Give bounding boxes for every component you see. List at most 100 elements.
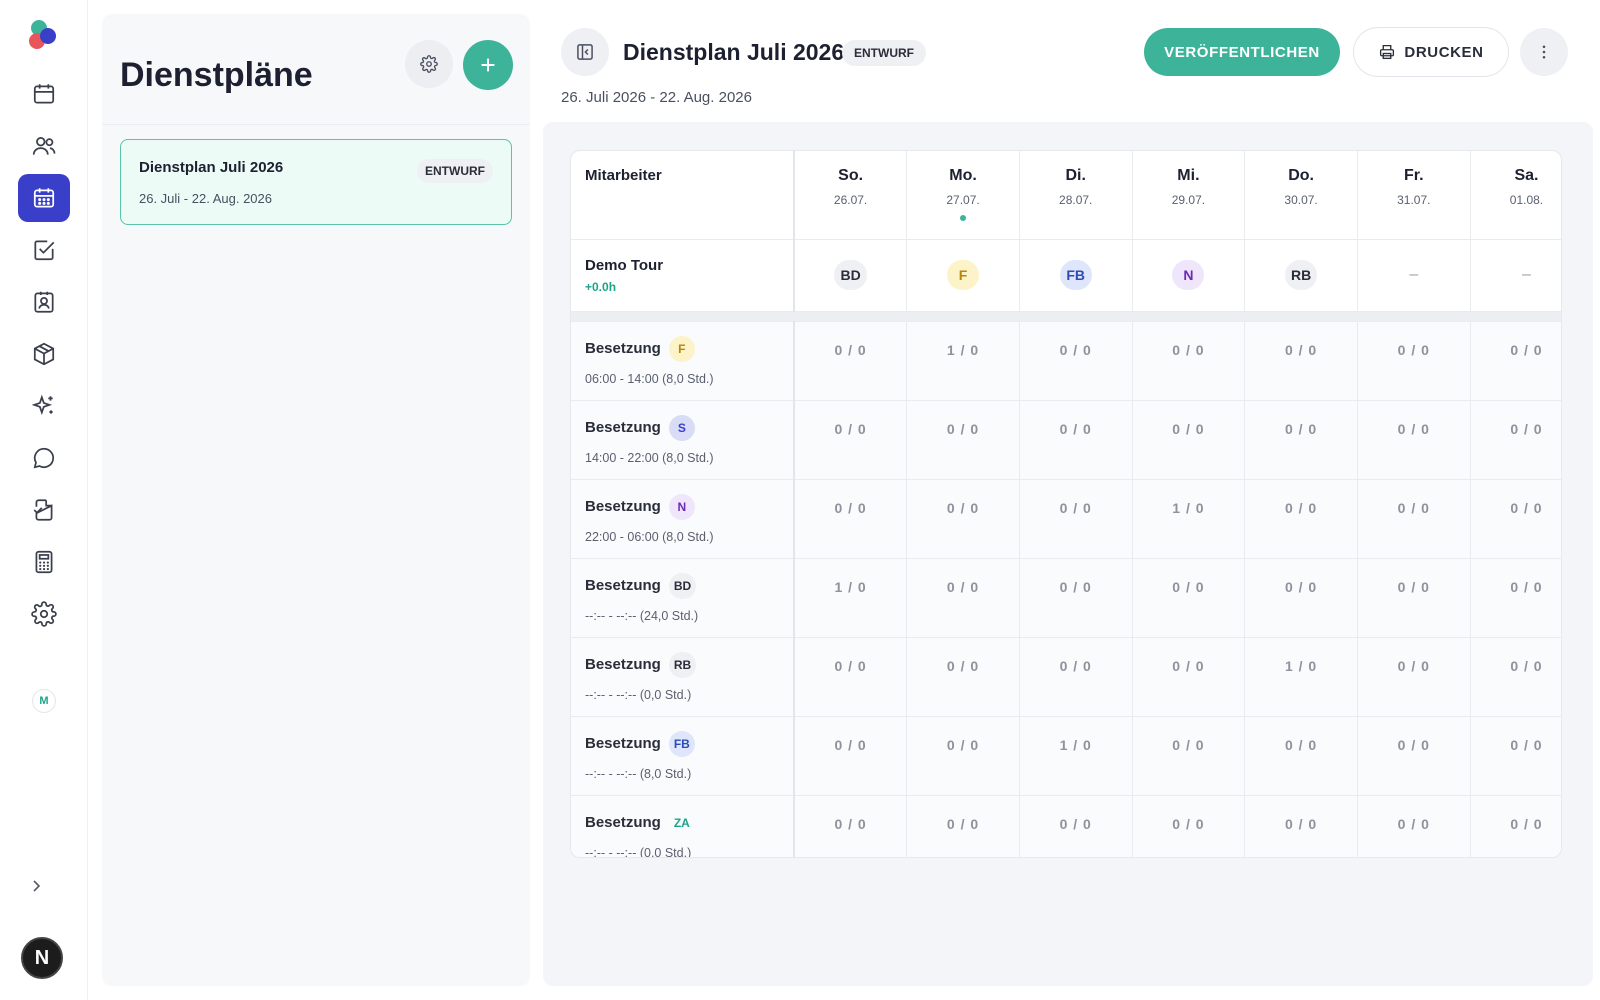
occupancy-value[interactable]: 0 / 0 — [1132, 558, 1246, 638]
occupancy-value[interactable]: 0 / 0 — [1470, 479, 1561, 559]
nav-inventory[interactable] — [18, 330, 70, 378]
more-options-button[interactable] — [1520, 28, 1568, 76]
occupancy-value[interactable]: 0 / 0 — [906, 400, 1020, 480]
document-check-icon — [33, 499, 53, 521]
app-logo[interactable] — [27, 19, 59, 51]
occupancy-value[interactable]: 0 / 0 — [1019, 321, 1133, 401]
nav-contacts[interactable] — [18, 278, 70, 326]
collapse-panel-button[interactable] — [561, 28, 609, 76]
occupancy-value[interactable]: 0 / 0 — [1244, 795, 1358, 857]
day-column-header[interactable]: Do. 30.07. — [1244, 151, 1358, 240]
occupancy-value[interactable]: 1 / 0 — [906, 321, 1020, 401]
occupancy-value[interactable]: 0 / 0 — [1470, 558, 1561, 638]
occupancy-value[interactable]: 0 / 0 — [1132, 321, 1246, 401]
user-avatar[interactable]: N — [21, 937, 63, 979]
nav-users[interactable] — [18, 122, 70, 170]
occupancy-value[interactable]: 0 / 0 — [1357, 400, 1471, 480]
nav-tasks[interactable] — [18, 226, 70, 274]
day-column-header[interactable]: Fr. 31.07. — [1357, 151, 1471, 240]
shift-cell[interactable]: N — [1132, 239, 1246, 312]
shift-time: --:-- - --:-- (8,0 Std.) — [585, 766, 692, 781]
status-badge: ENTWURF — [417, 159, 493, 183]
occupancy-value[interactable]: 0 / 0 — [1244, 321, 1358, 401]
publish-button[interactable]: VERÖFFENTLICHEN — [1144, 28, 1340, 76]
occupancy-value[interactable]: 0 / 0 — [794, 637, 908, 717]
occupancy-value[interactable]: 1 / 0 — [1244, 637, 1358, 717]
occupancy-label-cell: Besetzung ZA --:-- - --:-- (0,0 Std.) — [571, 795, 795, 858]
occupancy-value[interactable]: 0 / 0 — [1019, 400, 1133, 480]
workspace-badge[interactable]: M — [32, 689, 56, 713]
shift-time: --:-- - --:-- (0,0 Std.) — [585, 845, 692, 858]
occupancy-value[interactable]: 1 / 0 — [1132, 479, 1246, 559]
occupancy-value[interactable]: 0 / 0 — [1470, 637, 1561, 717]
plans-settings-button[interactable] — [405, 40, 453, 88]
day-date: 28.07. — [1059, 193, 1093, 207]
occupancy-value[interactable]: 0 / 0 — [1019, 479, 1133, 559]
occupancy-value[interactable]: 0 / 0 — [1470, 795, 1561, 857]
nav-calculator[interactable] — [18, 538, 70, 586]
occupancy-value[interactable]: 0 / 0 — [1244, 400, 1358, 480]
nav-chat[interactable] — [18, 434, 70, 482]
nav-schedule[interactable] — [18, 174, 70, 222]
occupancy-value[interactable]: 0 / 0 — [1357, 321, 1471, 401]
occupancy-value[interactable]: 0 / 0 — [794, 795, 908, 857]
occupancy-value[interactable]: 0 / 0 — [906, 716, 1020, 796]
occupancy-value[interactable]: 0 / 0 — [1244, 558, 1358, 638]
shift-cell[interactable]: RB — [1244, 239, 1358, 312]
app-rail: M N — [0, 0, 88, 1000]
nav-documents[interactable] — [18, 486, 70, 534]
occupancy-value[interactable]: 0 / 0 — [906, 637, 1020, 717]
day-name: Sa. — [1514, 167, 1539, 184]
occupancy-value[interactable]: 0 / 0 — [1357, 795, 1471, 857]
occupancy-value[interactable]: 0 / 0 — [1357, 637, 1471, 717]
add-plan-button[interactable] — [463, 40, 513, 90]
users-icon — [32, 137, 56, 155]
occupancy-value[interactable]: 0 / 0 — [1132, 637, 1246, 717]
occupancy-value[interactable]: 0 / 0 — [1132, 795, 1246, 857]
nav-calendar[interactable] — [18, 70, 70, 118]
shift-code-badge: BD — [668, 572, 697, 599]
day-column-header[interactable]: Sa. 01.08. — [1470, 151, 1561, 240]
occupancy-row: Besetzung FB --:-- - --:-- (8,0 Std.) 0 / 0… — [571, 716, 1561, 796]
print-button[interactable]: DRUCKEN — [1353, 27, 1509, 77]
occupancy-value[interactable]: 0 / 0 — [1357, 716, 1471, 796]
employee-cell[interactable]: Demo Tour +0.0h — [571, 239, 795, 312]
occupancy-value[interactable]: 0 / 0 — [1244, 479, 1358, 559]
shift-cell[interactable]: – — [1470, 239, 1561, 312]
occupancy-value[interactable]: 0 / 0 — [1019, 558, 1133, 638]
occupancy-value[interactable]: 0 / 0 — [794, 716, 908, 796]
shift-cell[interactable]: – — [1357, 239, 1471, 312]
occupancy-value[interactable]: 0 / 0 — [906, 479, 1020, 559]
occupancy-value[interactable]: 0 / 0 — [1357, 558, 1471, 638]
occupancy-value[interactable]: 1 / 0 — [1019, 716, 1133, 796]
occupancy-value[interactable]: 0 / 0 — [906, 795, 1020, 857]
print-button-label: DRUCKEN — [1404, 43, 1484, 61]
shift-time: --:-- - --:-- (24,0 Std.) — [585, 608, 699, 623]
chevron-right-icon[interactable] — [26, 876, 46, 896]
occupancy-value[interactable]: 0 / 0 — [794, 479, 908, 559]
occupancy-value[interactable]: 0 / 0 — [1132, 400, 1246, 480]
shift-cell[interactable]: FB — [1019, 239, 1133, 312]
occupancy-value[interactable]: 0 / 0 — [1132, 716, 1246, 796]
occupancy-value[interactable]: 0 / 0 — [1244, 716, 1358, 796]
nav-ai[interactable] — [18, 382, 70, 430]
day-column-header[interactable]: Di. 28.07. — [1019, 151, 1133, 240]
occupancy-value[interactable]: 0 / 0 — [906, 558, 1020, 638]
occupancy-value[interactable]: 0 / 0 — [1019, 795, 1133, 857]
occupancy-value[interactable]: 1 / 0 — [794, 558, 908, 638]
day-column-header[interactable]: Mi. 29.07. — [1132, 151, 1246, 240]
occupancy-value[interactable]: 0 / 0 — [1470, 321, 1561, 401]
shift-cell[interactable]: BD — [794, 239, 908, 312]
plan-card[interactable]: Dienstplan Juli 2026 ENTWURF 26. Juli - … — [120, 139, 512, 225]
occupancy-value[interactable]: 0 / 0 — [1470, 716, 1561, 796]
day-column-header[interactable]: Mo. 27.07. — [906, 151, 1020, 240]
shift-cell[interactable]: F — [906, 239, 1020, 312]
occupancy-value[interactable]: 0 / 0 — [1470, 400, 1561, 480]
occupancy-value[interactable]: 0 / 0 — [1357, 479, 1471, 559]
day-column-header[interactable]: So. 26.07. — [794, 151, 908, 240]
nav-settings[interactable] — [18, 590, 70, 638]
plan-title: Dienstplan Juli 2026 — [623, 39, 845, 65]
occupancy-value[interactable]: 0 / 0 — [794, 321, 908, 401]
occupancy-value[interactable]: 0 / 0 — [1019, 637, 1133, 717]
occupancy-value[interactable]: 0 / 0 — [794, 400, 908, 480]
